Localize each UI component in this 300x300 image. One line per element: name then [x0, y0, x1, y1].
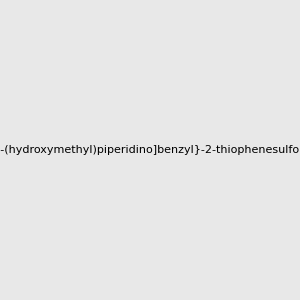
Text: N-{2-[4-(hydroxymethyl)piperidino]benzyl}-2-thiophenesulfonamide: N-{2-[4-(hydroxymethyl)piperidino]benzyl… — [0, 145, 300, 155]
